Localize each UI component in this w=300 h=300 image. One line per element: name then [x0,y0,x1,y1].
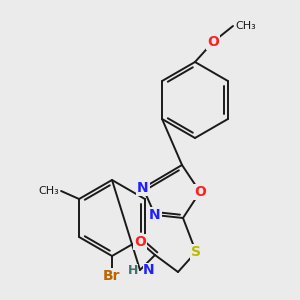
Text: Br: Br [103,269,121,283]
Text: S: S [191,245,201,259]
Text: N: N [137,181,149,195]
Text: N: N [143,263,154,277]
Text: CH₃: CH₃ [38,186,59,196]
Text: CH₃: CH₃ [235,21,256,31]
Text: O: O [207,35,219,49]
Text: O: O [134,235,146,249]
Text: H: H [128,263,138,277]
Text: N: N [149,208,161,222]
Text: O: O [194,185,206,199]
